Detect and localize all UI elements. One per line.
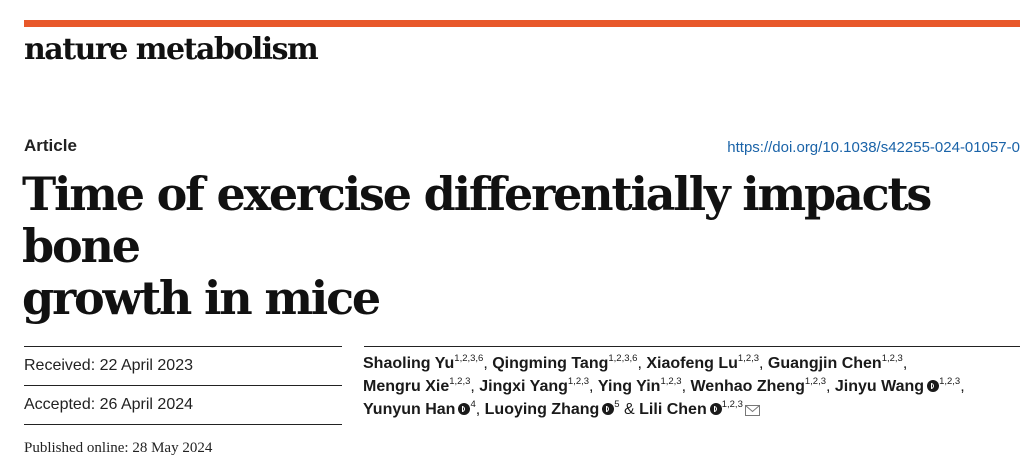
- author-affiliations: 1,2,3,6: [454, 353, 484, 364]
- author: Mengru Xie1,2,3,: [363, 376, 480, 395]
- author-affiliations: 1,2,3: [567, 376, 590, 387]
- received-date: Received: 22 April 2023: [24, 346, 342, 385]
- author-affiliations: 1,2,3: [737, 353, 760, 364]
- author: Wenhao Zheng1,2,3,: [690, 376, 835, 395]
- author-affiliations: 5: [614, 399, 620, 410]
- author-name[interactable]: Yunyun Han: [363, 401, 456, 418]
- orcid-icon[interactable]: [709, 403, 722, 415]
- author: Xiaofeng Lu1,2,3,: [646, 353, 768, 372]
- author-affiliations: 1,2,3: [939, 376, 961, 387]
- author-affiliations: 1,2,3: [721, 399, 743, 410]
- mail-icon[interactable]: [744, 400, 760, 423]
- title-line-2: growth in mice: [22, 271, 381, 325]
- author-list: Shaoling Yu1,2,3,6, Qingming Tang1,2,3,6…: [363, 352, 1023, 423]
- author-affiliations: 4: [470, 399, 476, 410]
- orcid-icon[interactable]: [927, 380, 940, 392]
- author-affiliations: 1,2,3: [881, 353, 903, 364]
- accepted-date: Accepted: 26 April 2024: [24, 385, 342, 424]
- author-affiliations: 1,2,3: [660, 376, 682, 387]
- author-name[interactable]: Lili Chen: [639, 401, 707, 418]
- author-name[interactable]: Ying Yin: [597, 378, 661, 395]
- author-affiliations: 1,2,3,6: [608, 353, 638, 364]
- author-affiliations: 1,2,3: [449, 376, 471, 387]
- author-name[interactable]: Mengru Xie: [363, 378, 450, 395]
- doi-link[interactable]: https://doi.org/10.1038/s42255-024-01057…: [727, 139, 1020, 156]
- journal-name: nature metabolism: [24, 32, 319, 67]
- orcid-icon[interactable]: [602, 403, 615, 415]
- author-name[interactable]: Jingxi Yang: [479, 378, 568, 395]
- orcid-icon[interactable]: [458, 403, 471, 415]
- author-name[interactable]: Jinyu Wang: [834, 378, 925, 395]
- publication-dates: Received: 22 April 2023 Accepted: 26 Apr…: [24, 346, 342, 459]
- published-date: Published online: 28 May 2024: [24, 424, 342, 459]
- journal-accent-bar: [24, 20, 1020, 27]
- article-title: Time of exercise differentially impacts …: [22, 168, 1022, 324]
- author-name[interactable]: Shaoling Yu: [363, 355, 455, 372]
- authors-divider: [364, 346, 1020, 347]
- author: Qingming Tang1,2,3,6,: [492, 353, 647, 372]
- author: Guangjin Chen1,2,3,: [767, 353, 908, 372]
- author: Yunyun Han 4,: [363, 399, 485, 418]
- author: Shaoling Yu1,2,3,6,: [363, 353, 493, 372]
- article-type: Article: [24, 136, 77, 155]
- author-name[interactable]: Xiaofeng Lu: [646, 355, 738, 372]
- author-name[interactable]: Luoying Zhang: [484, 401, 600, 418]
- author: Ying Yin1,2,3,: [597, 376, 691, 395]
- title-line-1: Time of exercise differentially impacts …: [22, 167, 932, 273]
- author-name[interactable]: Qingming Tang: [492, 355, 609, 372]
- author: Jingxi Yang1,2,3,: [479, 376, 598, 395]
- author: Jinyu Wang 1,2,3,: [834, 376, 965, 395]
- author: Lili Chen 1,2,3: [639, 399, 760, 418]
- author: Luoying Zhang 5 &: [484, 399, 640, 418]
- author-name[interactable]: Wenhao Zheng: [690, 378, 805, 395]
- author-name[interactable]: Guangjin Chen: [767, 355, 882, 372]
- author-affiliations: 1,2,3: [804, 376, 826, 387]
